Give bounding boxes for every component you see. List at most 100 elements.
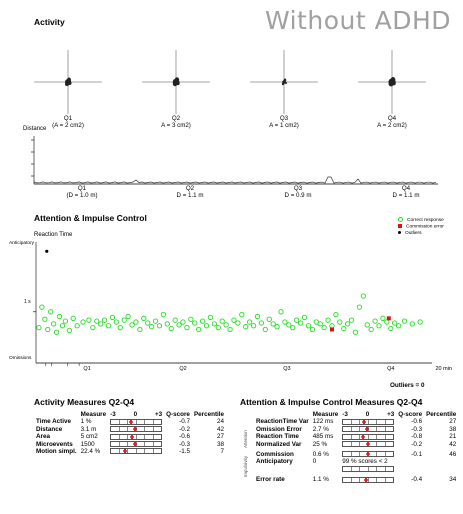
qscore-bar-segment [154, 442, 162, 446]
qscore-bar-segment [137, 441, 146, 446]
measure-name: Anticipatory [256, 458, 293, 466]
measure-value: 1 % [80, 418, 92, 426]
qscore-bar-segment [377, 467, 386, 472]
qscore-bar-segment [145, 441, 154, 446]
correct-response-point [199, 318, 206, 324]
measure-bar [108, 433, 164, 440]
correct-response-point [376, 323, 382, 329]
table-row: Area 5 cm2 -0.6 27 [34, 433, 226, 440]
correct-response-point [321, 324, 327, 331]
qscore-bar-segment [111, 434, 120, 439]
measure-bar [340, 433, 396, 440]
correct-response-point [360, 293, 366, 299]
measure-name: Error rate [256, 476, 285, 484]
y-bottom-label: Omissions [9, 356, 32, 361]
distance-value: D = 0.9 m [284, 191, 312, 199]
measure-bar [108, 448, 164, 455]
outlier-point [45, 249, 49, 253]
correct-response-point [227, 326, 233, 333]
qscore-marker [133, 427, 138, 432]
y-top-label: Anticipatory [9, 241, 35, 246]
qscore-bar-segment [128, 449, 137, 454]
qscore-bar-segment [154, 420, 162, 424]
qscore-marker [132, 441, 137, 446]
correct-response-point [384, 319, 390, 325]
qscore-bar-segment [386, 452, 394, 456]
correct-response-point [203, 323, 210, 329]
measure-value: 1500 [80, 440, 95, 448]
measure-value: 22.4 % [80, 448, 101, 456]
correct-response-point [250, 323, 257, 329]
measure-qscore: -0.8 [411, 433, 423, 441]
correct-response-point [164, 321, 170, 327]
qscore-bar-segment [369, 434, 378, 439]
activity-cross-q2 [142, 50, 210, 114]
measure-percentile: 38 [449, 425, 457, 433]
measure-value: 0 [312, 458, 317, 466]
qscore-bar [342, 433, 395, 440]
measure-percentile: 27 [217, 433, 225, 441]
qscore-bar [110, 418, 163, 425]
quadrant-name: Q3 [279, 115, 289, 122]
measure-name: Omission Error [256, 425, 302, 433]
correct-response-point [74, 323, 80, 329]
qscore-bar-segment [386, 442, 394, 446]
correct-response-point [325, 317, 331, 323]
table-row: Distance 3.1 m -0.2 42 [34, 426, 226, 433]
distance-quadrant-label: Q1 (D = 1.0 m) [52, 185, 112, 199]
qscore-bar-ticks [111, 449, 161, 454]
measure-percentile: 21 [449, 433, 457, 441]
distance-quadrant-label: Q3 D = 0.9 m [268, 185, 328, 199]
quadrant-area: A = 3 cm2) [161, 121, 191, 129]
qscore-bar-segment [154, 427, 162, 431]
activity-quadrant-label: Q3 A = 1 cm2) [254, 115, 314, 129]
qscore-bar-segment [343, 441, 352, 446]
qscore-bar-segment [111, 419, 120, 424]
table-row: Omission Error 2.7 % -0.3 38 [254, 426, 458, 433]
measure-qscore: -0.1 [411, 451, 423, 459]
qscore-bar-segment [386, 478, 394, 482]
correct-response-point [274, 324, 280, 330]
qscore-bar-ticks [343, 467, 394, 472]
correct-response-point [66, 327, 72, 334]
correct-response-point [94, 318, 100, 324]
correct-response-point [101, 317, 108, 323]
qscore-bar-segment [360, 434, 369, 439]
header-percentile: Percentile [193, 411, 225, 418]
correct-response-point [172, 317, 178, 323]
qscore-bar-segment [343, 452, 352, 457]
x-tick-label: Q3 [283, 366, 291, 372]
activity-cross-q3 [250, 50, 318, 114]
activity-cross-q4 [358, 50, 426, 114]
qscore-bar-segment [386, 467, 394, 471]
header-scale: -3 0 +3 [108, 411, 164, 418]
qscore-bar-segment [145, 419, 154, 424]
activity-quadrant-label: Q2 A = 3 cm2) [146, 115, 206, 129]
correct-response-point [333, 311, 339, 318]
qscore-bar [110, 440, 163, 447]
measure-bar [108, 426, 164, 433]
correct-response-point [160, 311, 167, 318]
correct-response-point [266, 316, 272, 322]
qscore-bar-segment [352, 434, 361, 439]
measure-bar [340, 476, 396, 483]
correct-response-point [352, 329, 359, 335]
measure-value: 5 cm2 [80, 433, 98, 441]
measure-qscore: -0.3 [411, 425, 423, 433]
correct-response-point [395, 323, 402, 329]
qscore-bar-segment [369, 467, 378, 472]
correct-response-point [368, 326, 374, 333]
table-row: Error rate 1.1 % -0.4 34 [254, 476, 458, 483]
scale-label: -3 [342, 411, 348, 418]
measure-name: ReactionTime Var [256, 418, 309, 426]
attention-group-label: Attention [243, 430, 248, 448]
correct-response-point [219, 318, 225, 324]
legend-swatch [398, 231, 401, 235]
correct-response-point [59, 323, 66, 329]
correct-response-point [270, 321, 276, 327]
scale-labels: -3 0 +3 [342, 411, 394, 418]
measure-qscore [396, 458, 424, 465]
qscore-bar-segment [343, 419, 352, 424]
measure-percentile: 7 [220, 448, 225, 456]
qscore-bar-segment [377, 434, 386, 439]
